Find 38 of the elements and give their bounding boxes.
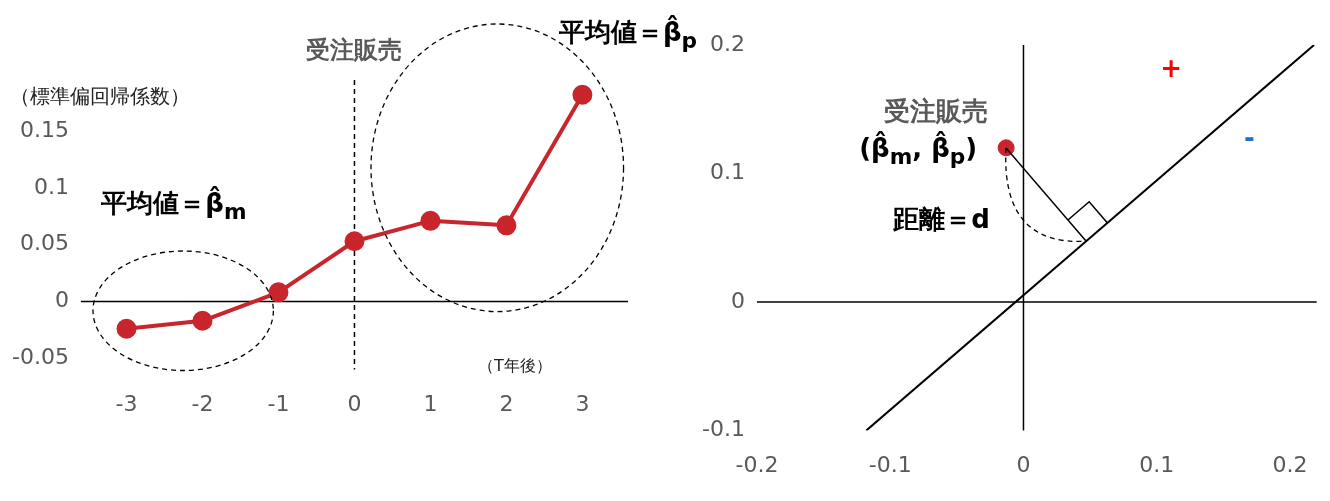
point <box>572 84 593 105</box>
y-tick-label: 0.1 <box>33 173 69 199</box>
point <box>420 210 441 231</box>
y-tick-label: 0 <box>54 287 69 313</box>
y-tick-label: 0.05 <box>19 230 69 256</box>
x-tick-label: 0 <box>347 390 362 416</box>
y-tick-label: 0.2 <box>709 30 745 56</box>
ref-line-label: 受注販売 <box>306 35 403 66</box>
x-tick-label: -2 <box>191 390 214 416</box>
x-tick-label: 0.2 <box>1272 451 1308 477</box>
x-tick-label: -1 <box>267 390 290 416</box>
y-tick-label: 0.1 <box>709 159 745 185</box>
annotation: 距離＝d <box>893 202 990 235</box>
y-axis-title: （標準偏回帰係数） <box>10 83 190 111</box>
x-axis-title: （T年後） <box>478 355 552 377</box>
x-tick-label: 2 <box>499 390 514 416</box>
x-tick-label: -3 <box>115 390 138 416</box>
y-tick-label: 0.15 <box>19 116 69 142</box>
annotation: (β̂$_{m}$, β̂$_{p}$) <box>859 133 978 169</box>
y-tick-label: -0.1 <box>701 416 745 442</box>
annotation: 受注販売 <box>884 94 989 128</box>
x-tick-label: 0 <box>1016 451 1031 477</box>
x-tick-label: -0.2 <box>735 451 779 477</box>
x-tick-label: 1 <box>423 390 438 416</box>
x-tick-label: -0.1 <box>868 451 912 477</box>
point <box>268 282 289 303</box>
x-tick-label: 3 <box>575 390 590 416</box>
point <box>116 318 137 339</box>
y-tick-label: -0.05 <box>11 343 69 369</box>
x-tick-label: 0.1 <box>1139 451 1175 477</box>
point <box>192 310 213 331</box>
point <box>496 215 517 236</box>
y-tick-label: 0 <box>730 287 745 313</box>
annotation: 平均値＝β̂$_{m}$ <box>101 185 247 224</box>
text: 平均値＝β̂$_{p}$ <box>558 15 698 53</box>
point <box>344 231 365 252</box>
annotation: - <box>1244 122 1255 153</box>
annotation: + <box>1160 53 1183 84</box>
